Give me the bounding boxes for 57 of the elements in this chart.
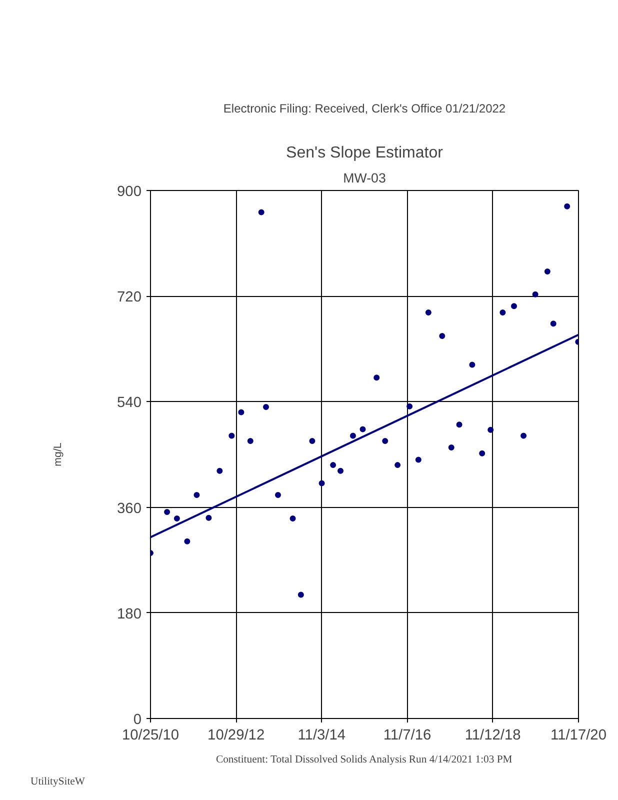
point [439,333,446,339]
point [550,320,556,327]
y-tick-label: 360 [117,500,142,517]
y-tick-label: 720 [117,290,142,306]
point [469,362,476,368]
point [488,426,494,433]
x-tick-label: 11/12/18 [464,728,521,744]
point [394,462,401,468]
point [479,450,486,456]
point [290,515,296,522]
point [228,432,235,439]
point [510,303,517,310]
point [216,468,223,474]
point [338,468,344,474]
point [382,438,388,444]
point [456,422,462,428]
point [274,492,281,498]
y-tick-label: 900 [117,184,142,200]
point [238,409,244,416]
text: Electronic Filing: Received, Clerk's Office 01/21/2022 [223,102,506,116]
point [174,515,180,522]
text: UtilitySiteW [30,776,86,788]
point [544,268,550,274]
point [448,444,454,450]
x-tick-label: 11/17/20 [550,728,606,744]
y-tick-label: 0 [133,712,142,728]
point [374,374,380,381]
point [500,310,506,316]
x-tick-label: 10/29/12 [208,728,265,744]
point [258,209,264,216]
x-tick-label: 10/25/10 [122,728,180,744]
point [520,432,527,439]
point [350,432,356,439]
text: Constituent: Total Dissolved Solids Analysis Run 4/14/2021 1:03 PM [216,754,513,766]
point [298,592,304,598]
point [164,509,170,515]
point [330,462,336,468]
chart-subtitle: MW-03 [343,170,386,186]
point [406,403,413,410]
y-tick-label: 180 [117,606,142,622]
x-tick-label: 11/7/16 [383,728,432,744]
point [184,538,190,544]
point [318,480,325,486]
point [415,456,422,463]
point [425,310,432,316]
x-tick-label: 11/3/14 [298,728,346,744]
point [263,404,269,410]
point [247,438,254,444]
y-axis-title: mg/L [52,442,64,466]
point [564,203,570,210]
chart-title: Sen's Slope Estimator [286,144,444,162]
point [532,291,538,298]
point [309,438,316,444]
point [360,426,366,432]
point [194,492,200,498]
y-tick-label: 540 [117,395,142,412]
point [206,514,212,521]
